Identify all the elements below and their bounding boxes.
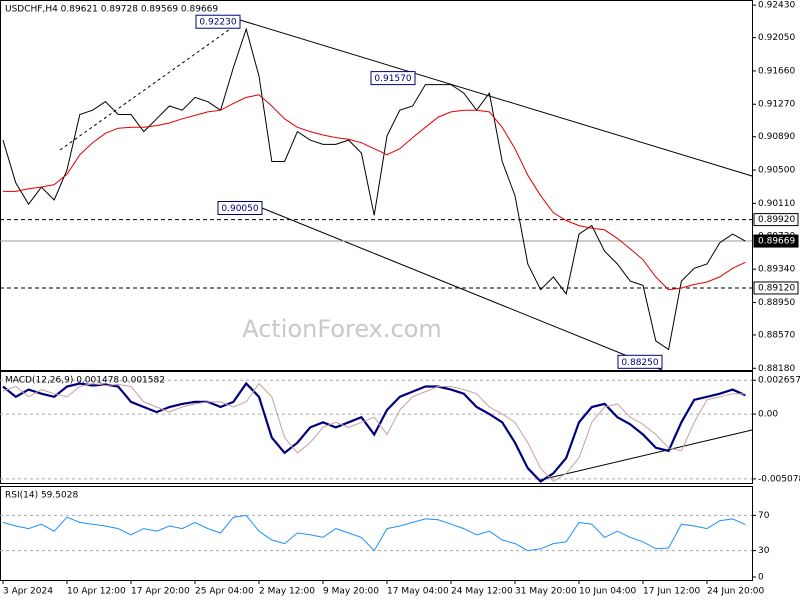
y-tick-label: 0.88570 bbox=[758, 330, 795, 340]
x-tick-label: 3 Apr 2024 bbox=[3, 587, 53, 597]
panel-title: USDCHF,H4 0.89621 0.89728 0.89569 0.8966… bbox=[5, 5, 218, 15]
x-tick-label: 17 May 04:00 bbox=[387, 587, 449, 597]
y-tick-label: 0.90110 bbox=[758, 199, 795, 209]
panel-title: RSI(14) 59.5028 bbox=[5, 491, 78, 501]
series-line bbox=[3, 94, 746, 291]
panel-frame bbox=[0, 371, 753, 484]
annotation-label: 0.92230 bbox=[199, 18, 236, 28]
x-tick-label: 25 Apr 04:00 bbox=[195, 587, 254, 597]
x-tick-label: 31 May 20:00 bbox=[515, 587, 577, 597]
y-tick-label: -0.005078 bbox=[758, 474, 800, 484]
y-tick-label: 0.88950 bbox=[758, 298, 795, 308]
panel-frame bbox=[0, 0, 753, 371]
x-tick-label: 10 Jun 04:00 bbox=[579, 587, 636, 597]
panel-frame bbox=[0, 486, 753, 581]
annotation-label: 0.90050 bbox=[221, 204, 258, 214]
panel-title: MACD(12,26,9) 0.001478 0.001582 bbox=[5, 376, 165, 386]
annotation-label: 0.88250 bbox=[621, 358, 658, 368]
series-line bbox=[2, 514, 746, 552]
y-tick-label: 0.92050 bbox=[758, 33, 795, 43]
y-tick-label: 0.002657 bbox=[758, 376, 800, 386]
annotation-label: 0.91570 bbox=[374, 74, 411, 84]
x-tick-label: 17 Apr 20:00 bbox=[131, 587, 190, 597]
y-tick-label: 30 bbox=[758, 546, 770, 556]
series-line bbox=[2, 382, 746, 483]
annotation-box bbox=[617, 354, 663, 369]
y-tick-label: 0.90500 bbox=[758, 166, 795, 176]
price-tag bbox=[753, 234, 799, 248]
x-tick-label: 2 May 12:00 bbox=[259, 587, 315, 597]
y-tick-label: 0 bbox=[758, 573, 764, 583]
watermark: ActionForex.com bbox=[242, 315, 442, 343]
trend-line bbox=[59, 21, 241, 151]
annotation-box bbox=[217, 200, 263, 215]
x-tick-label: 9 May 20:00 bbox=[323, 587, 379, 597]
x-tick-label: 24 Jun 20:00 bbox=[707, 587, 764, 597]
drawings bbox=[59, 19, 753, 481]
price-tag-label: 0.89120 bbox=[758, 283, 795, 293]
series-line bbox=[2, 27, 746, 351]
price-tag bbox=[753, 213, 799, 227]
y-tick-label: 0.00 bbox=[758, 410, 778, 420]
y-tick-label: 0.91660 bbox=[758, 66, 795, 76]
annotation-box bbox=[370, 71, 416, 86]
series-line bbox=[2, 381, 746, 483]
y-tick-label: 0.89340 bbox=[758, 265, 795, 275]
x-tick-label: 24 May 12:00 bbox=[451, 587, 513, 597]
annotation-box bbox=[195, 14, 241, 29]
y-tick-label: 0.92430 bbox=[758, 1, 795, 11]
x-tick-label: 10 Apr 12:00 bbox=[67, 587, 126, 597]
y-tick-label: 0.91270 bbox=[758, 100, 795, 110]
channel-lower bbox=[261, 207, 663, 371]
macd-trend-line bbox=[539, 429, 753, 481]
price-tag bbox=[753, 281, 799, 295]
channel-upper bbox=[239, 19, 753, 177]
y-tick-label: 70 bbox=[758, 511, 770, 521]
y-tick-label: 0.88180 bbox=[758, 364, 795, 374]
price-tag-label: 0.89920 bbox=[758, 215, 795, 225]
price-tag-label: 0.89669 bbox=[758, 237, 795, 247]
x-tick-label: 17 Jun 12:00 bbox=[643, 587, 700, 597]
y-tick-label: 0.90890 bbox=[758, 132, 795, 142]
